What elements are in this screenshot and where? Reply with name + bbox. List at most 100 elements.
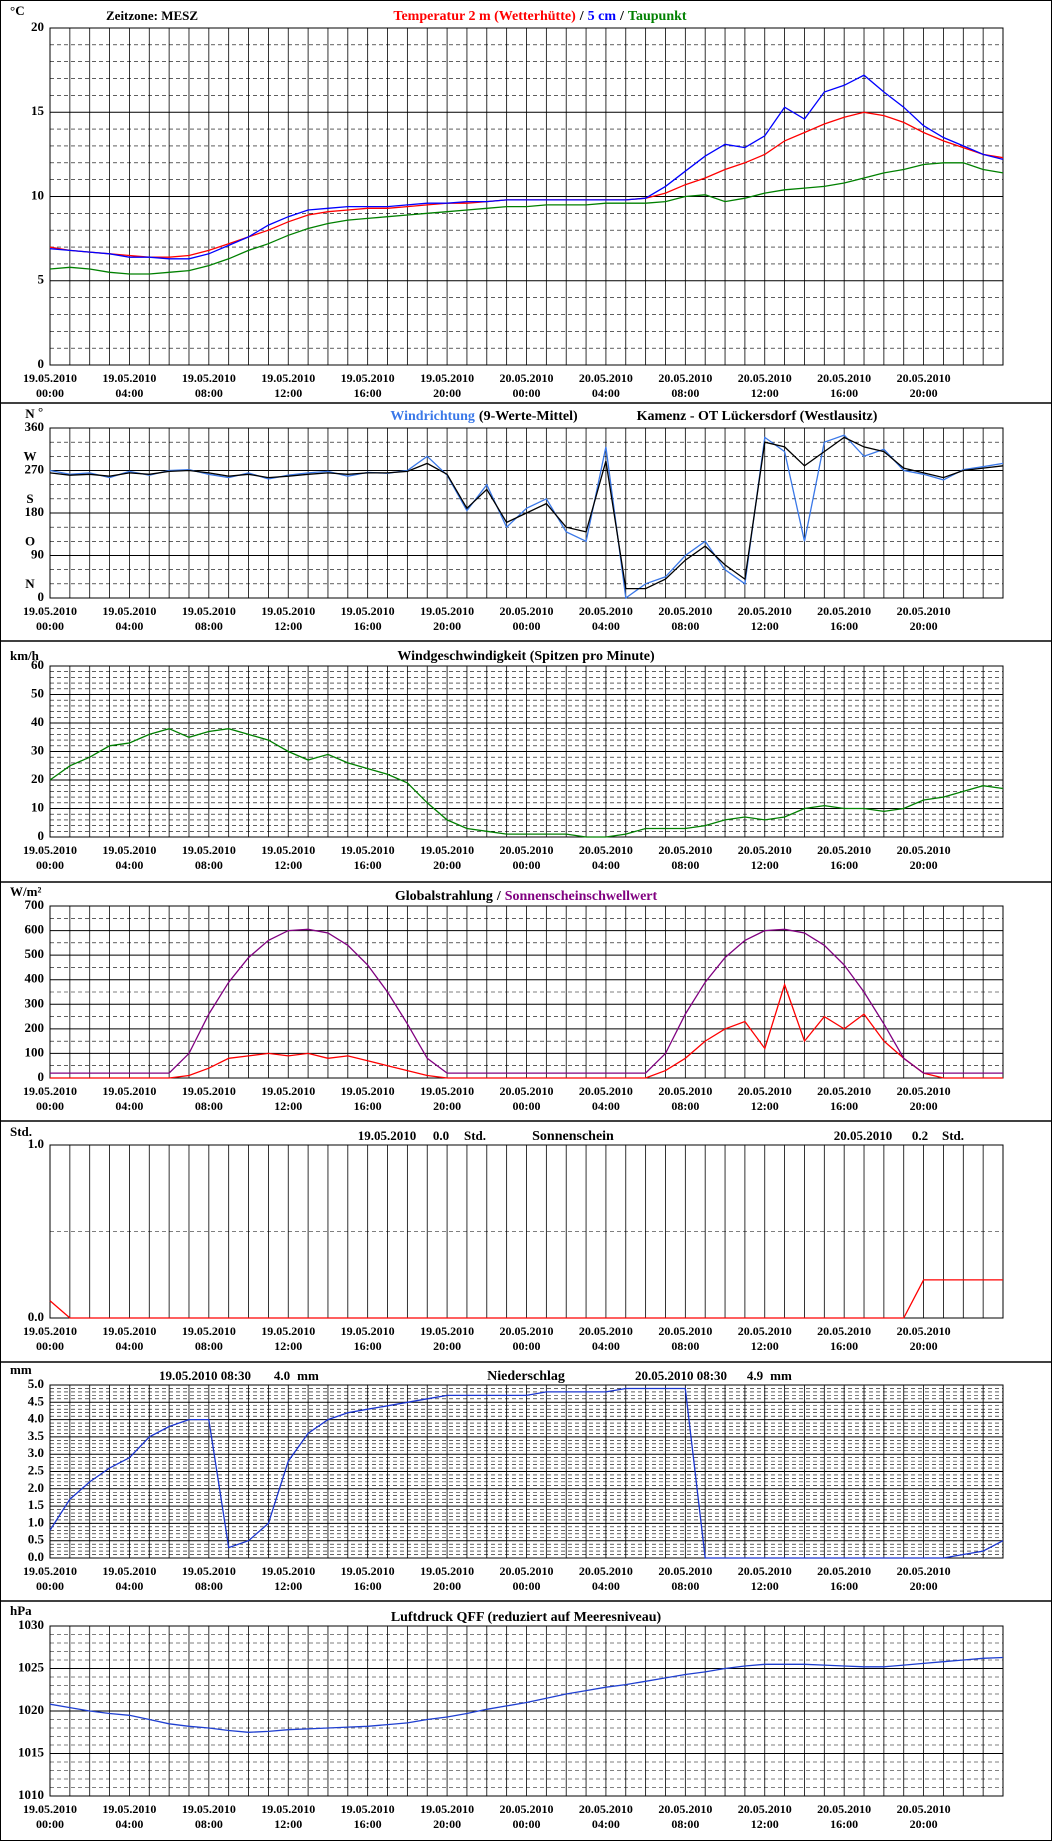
annotation: Zeitzone: MESZ bbox=[106, 8, 198, 23]
y-tick-label: 4.5 bbox=[28, 1393, 45, 1408]
y-tick-label: 30 bbox=[31, 742, 44, 757]
y-tick-label: 1015 bbox=[18, 1744, 45, 1759]
unit-label: Std. bbox=[10, 1124, 32, 1139]
x-tick-label: 20.05.2010 20:00 bbox=[896, 843, 951, 872]
y-tick-label: 300 bbox=[25, 995, 45, 1010]
x-tick-label: 19.05.2010 12:00 bbox=[261, 1564, 316, 1593]
x-tick-label: 19.05.2010 16:00 bbox=[340, 1564, 395, 1593]
compass-label: N bbox=[25, 576, 35, 591]
y-tick-label: 1025 bbox=[18, 1659, 45, 1674]
y-tick-label: 40 bbox=[31, 714, 44, 729]
x-tick-label: 20.05.2010 20:00 bbox=[896, 1084, 951, 1113]
legend-entry: Globalstrahlung bbox=[394, 889, 493, 904]
x-tick-label: 19.05.2010 16:00 bbox=[340, 371, 395, 400]
y-tick-label: 0 bbox=[38, 356, 45, 371]
x-tick-label: 19.05.2010 12:00 bbox=[261, 1084, 316, 1113]
y-tick-label: 360 bbox=[25, 419, 45, 434]
x-tick-label: 20.05.2010 16:00 bbox=[817, 604, 872, 633]
x-tick-label: 19.05.2010 04:00 bbox=[102, 1324, 157, 1353]
x-tick-label: 20.05.2010 16:00 bbox=[817, 843, 872, 872]
chart-title: Niederschlag bbox=[485, 1369, 567, 1385]
annotation: 4.9 bbox=[747, 1368, 764, 1383]
compass-label: W bbox=[24, 448, 37, 463]
annotation: mm bbox=[297, 1368, 319, 1383]
y-tick-label: 0.0 bbox=[28, 1309, 44, 1324]
y-tick-label: 5.0 bbox=[28, 1376, 44, 1391]
x-tick-label: 20.05.2010 08:00 bbox=[658, 371, 713, 400]
x-tick-label: 20.05.2010 08:00 bbox=[658, 1324, 713, 1353]
y-tick-label: 0 bbox=[38, 1069, 45, 1084]
y-tick-label: 0 bbox=[38, 828, 45, 843]
x-tick-label: 19.05.2010 04:00 bbox=[102, 1802, 157, 1831]
x-tick-label: 20.05.2010 20:00 bbox=[896, 371, 951, 400]
x-tick-label: 19.05.2010 08:00 bbox=[181, 1802, 236, 1831]
title-text: Windgeschwindigkeit (Spitzen pro Minute) bbox=[397, 649, 655, 664]
x-tick-label: 20.05.2010 08:00 bbox=[658, 843, 713, 872]
y-tick-label: 2.5 bbox=[28, 1462, 45, 1477]
chart-title: Windgeschwindigkeit (Spitzen pro Minute) bbox=[395, 649, 656, 665]
y-tick-label: 100 bbox=[25, 1044, 45, 1059]
x-tick-label: 20.05.2010 12:00 bbox=[737, 1324, 792, 1353]
x-tick-label: 20.05.2010 20:00 bbox=[896, 1802, 951, 1831]
x-tick-label: 19.05.2010 20:00 bbox=[420, 604, 475, 633]
x-tick-label: 20.05.2010 00:00 bbox=[499, 371, 554, 400]
y-tick-label: 200 bbox=[25, 1020, 45, 1035]
legend-separator: / bbox=[620, 9, 624, 24]
y-tick-label: 10 bbox=[31, 799, 44, 814]
series-line bbox=[49, 436, 1004, 590]
x-tick-label: 20.05.2010 04:00 bbox=[578, 604, 633, 633]
chart-title: Temperatur 2 m (Wetterhütte)/5 cm / Taupun… bbox=[391, 9, 688, 25]
annotation: Std. bbox=[942, 1128, 964, 1143]
legend-entry: Windrichtung bbox=[390, 409, 475, 424]
chart-subtitle: Kamenz - OT Lückersdorf (Westlausitz) bbox=[636, 409, 878, 424]
x-tick-label: 19.05.2010 16:00 bbox=[340, 1084, 395, 1113]
annotation: Std. bbox=[464, 1128, 486, 1143]
legend-entry: Sonnenscheinschwellwert bbox=[504, 889, 658, 904]
x-tick-label: 19.05.2010 00:00 bbox=[23, 604, 77, 633]
x-tick-label: 20.05.2010 20:00 bbox=[896, 1564, 951, 1593]
x-tick-label: 20.05.2010 04:00 bbox=[578, 1802, 633, 1831]
y-tick-label: 3.0 bbox=[28, 1445, 44, 1460]
annotation: 0.2 bbox=[912, 1128, 928, 1143]
series-line bbox=[49, 1656, 1004, 1733]
series-line bbox=[49, 1279, 1003, 1319]
series-line bbox=[49, 728, 1004, 838]
x-tick-label: 19.05.2010 12:00 bbox=[261, 1324, 316, 1353]
x-tick-label: 20.05.2010 12:00 bbox=[737, 371, 792, 400]
x-tick-label: 19.05.2010 12:00 bbox=[261, 604, 316, 633]
x-tick-label: 20.05.2010 12:00 bbox=[737, 1564, 792, 1593]
x-tick-label: 19.05.2010 04:00 bbox=[102, 604, 157, 633]
x-tick-label: 20.05.2010 00:00 bbox=[499, 1802, 554, 1831]
chart-title: Luftdruck QFF (reduziert auf Meeresnivea… bbox=[389, 1610, 663, 1626]
title-text: Niederschlag bbox=[487, 1369, 565, 1384]
legend-entry: Taupunkt bbox=[627, 9, 687, 24]
x-tick-label: 19.05.2010 08:00 bbox=[181, 371, 236, 400]
x-tick-label: 19.05.2010 16:00 bbox=[340, 843, 395, 872]
x-tick-label: 20.05.2010 16:00 bbox=[817, 1564, 872, 1593]
x-tick-label: 20.05.2010 08:00 bbox=[658, 1084, 713, 1113]
x-tick-label: 20.05.2010 16:00 bbox=[817, 371, 872, 400]
legend-entry: 5 cm bbox=[587, 9, 617, 24]
compass-label: O bbox=[25, 533, 35, 548]
y-tick-label: 90 bbox=[31, 546, 44, 561]
chart-title: Sonnenschein bbox=[530, 1129, 616, 1145]
legend-entry: (9-Werte-Mittel) bbox=[478, 409, 578, 424]
x-tick-label: 19.05.2010 20:00 bbox=[420, 1324, 475, 1353]
x-tick-label: 20.05.2010 20:00 bbox=[896, 604, 951, 633]
y-tick-label: 5 bbox=[38, 272, 45, 287]
x-tick-label: 20.05.2010 04:00 bbox=[578, 1564, 633, 1593]
x-tick-label: 20.05.2010 12:00 bbox=[737, 604, 792, 633]
series-line bbox=[49, 162, 1004, 275]
y-tick-label: 15 bbox=[31, 103, 45, 118]
y-tick-label: 400 bbox=[25, 971, 45, 986]
x-tick-label: 19.05.2010 20:00 bbox=[420, 1564, 475, 1593]
x-tick-label: 19.05.2010 00:00 bbox=[23, 371, 77, 400]
x-tick-label: 19.05.2010 08:00 bbox=[181, 1324, 236, 1353]
annotation: 19.05.2010 08:30 bbox=[159, 1368, 251, 1383]
unit-label: hPa bbox=[10, 1603, 32, 1618]
plot-border bbox=[49, 1384, 1004, 1559]
y-tick-label: 3.5 bbox=[28, 1428, 45, 1443]
y-tick-label: 600 bbox=[25, 922, 45, 937]
title-text: Sonnenschein bbox=[532, 1129, 614, 1144]
